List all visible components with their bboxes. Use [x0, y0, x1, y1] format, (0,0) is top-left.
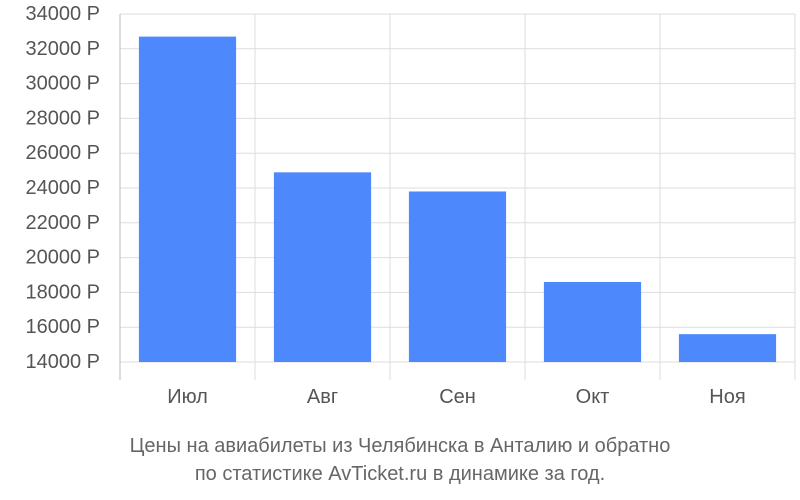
x-tick-label: Ноя	[709, 386, 745, 408]
y-tick-label: 16000 Р	[25, 316, 100, 338]
y-tick-label: 14000 Р	[25, 351, 100, 373]
caption-line-1: Цены на авиабилеты из Челябинска в Антал…	[129, 435, 671, 457]
y-tick-label: 20000 Р	[25, 247, 100, 269]
bar-3	[408, 191, 507, 362]
x-tick-label: Сен	[439, 386, 476, 408]
x-tick-label: Июл	[167, 386, 208, 408]
x-tick-label: Окт	[576, 386, 610, 408]
y-tick-label: 32000 Р	[25, 38, 100, 60]
y-tick-label: 28000 Р	[25, 107, 100, 129]
bar-2	[273, 172, 372, 362]
y-tick-label: 22000 Р	[25, 212, 100, 234]
y-tick-label: 34000 Р	[25, 3, 100, 25]
y-tick-label: 24000 Р	[25, 177, 100, 199]
caption-line-2: по статистике AvTicket.ru в динамике за …	[194, 463, 606, 485]
y-tick-label: 26000 Р	[25, 142, 100, 164]
bar-chart: 14000 Р 16000 Р 18000 Р 20000 Р 22000 Р 24000…	[25, 3, 796, 408]
x-axis-labels: Июл Авг Сен Окт Ноя	[167, 386, 746, 408]
bar-1	[138, 36, 237, 363]
bars	[138, 36, 777, 363]
bar-5	[678, 334, 777, 362]
y-tick-label: 18000 Р	[25, 281, 100, 303]
chart-caption: Цены на авиабилеты из Челябинска в Антал…	[0, 432, 800, 488]
y-tick-label: 30000 Р	[25, 73, 100, 95]
y-axis-labels: 14000 Р 16000 Р 18000 Р 20000 Р 22000 Р 24000…	[25, 3, 100, 373]
x-tick-label: Авг	[307, 386, 338, 408]
bar-4	[543, 281, 642, 362]
